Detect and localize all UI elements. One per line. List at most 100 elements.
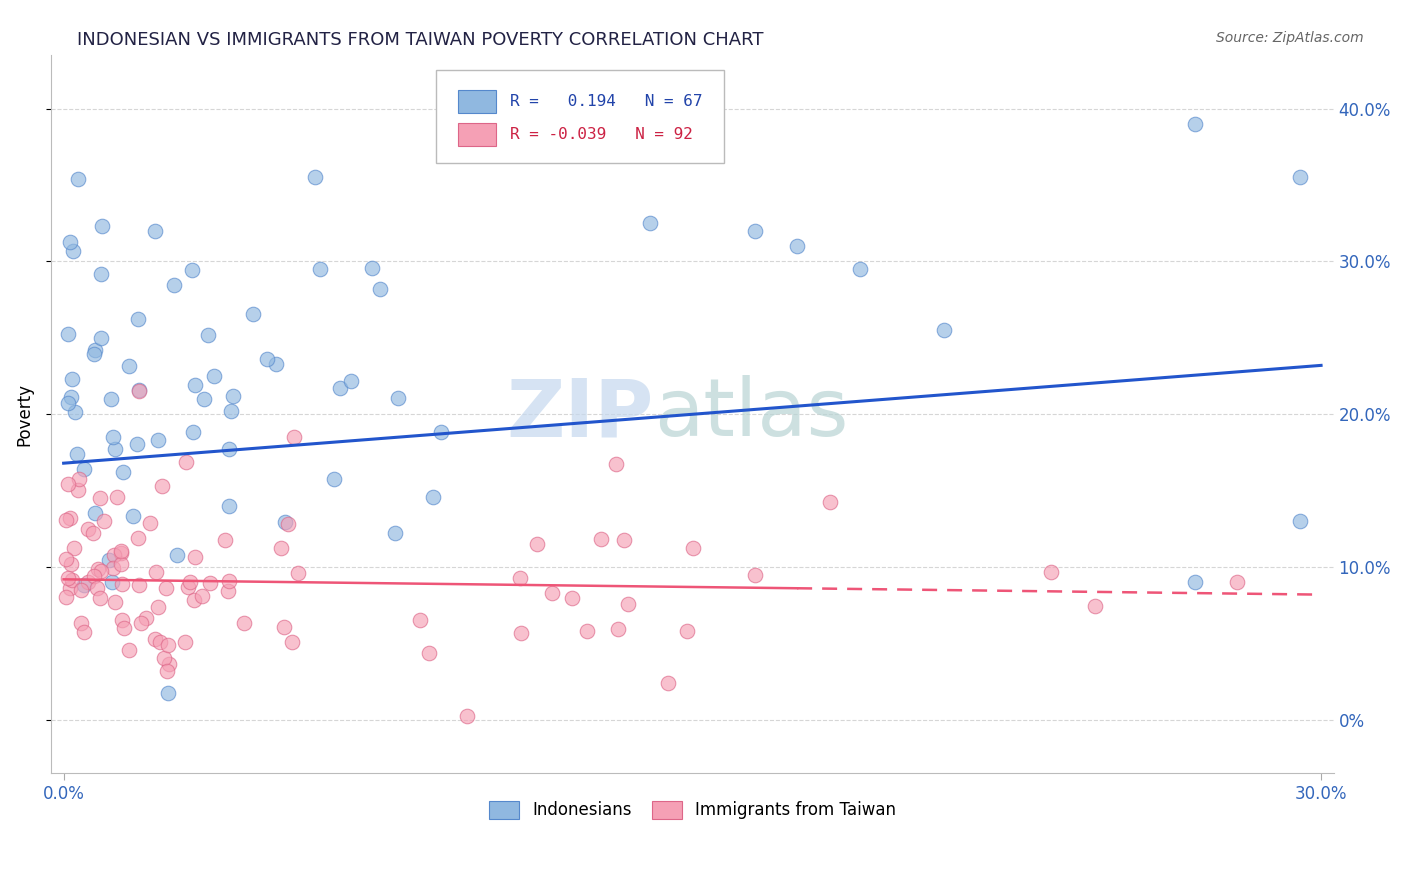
Point (605, 458, 627, 472)
Point (218, 442, 240, 457)
Point (607, 623, 630, 637)
Point (818, 495, 841, 509)
Point (181, 425, 204, 439)
Point (103, 549, 125, 563)
Point (139, 516, 162, 531)
Point (67, 472, 90, 486)
Point (89, 591, 111, 606)
Point (62, 371, 84, 385)
Point (368, 282, 391, 296)
Point (55, 552, 77, 566)
Point (509, 571, 531, 585)
Point (1184, 575, 1206, 590)
Point (73, 578, 96, 592)
Point (77, 574, 100, 589)
Point (146, 433, 169, 447)
Point (197, 327, 219, 342)
Point (118, 642, 141, 657)
Point (59, 557, 82, 571)
Point (127, 312, 149, 326)
Point (110, 546, 132, 560)
Point (287, 566, 309, 581)
Point (135, 611, 157, 625)
Point (283, 430, 305, 444)
Point (589, 532, 612, 546)
Point (58, 476, 80, 491)
Point (155, 581, 177, 595)
Point (561, 591, 583, 606)
Point (83, 343, 105, 358)
Point (304, 170, 326, 185)
Text: ZIP: ZIP (506, 376, 654, 453)
Point (56, 396, 79, 410)
Point (77, 523, 100, 537)
Point (90, 267, 112, 281)
Point (157, 686, 180, 700)
Point (408, 613, 430, 627)
Point (104, 442, 127, 456)
Point (128, 383, 150, 397)
Point (149, 635, 172, 649)
Point (98, 552, 121, 566)
Point (93, 514, 115, 528)
Point (67, 172, 90, 186)
Point (219, 404, 242, 418)
Point (128, 578, 150, 592)
Point (1289, 170, 1312, 185)
Point (179, 574, 201, 589)
Point (176, 580, 198, 594)
Point (157, 638, 180, 652)
Point (63, 541, 86, 555)
Point (59, 581, 82, 595)
Point (274, 515, 297, 529)
Point (422, 490, 444, 504)
Point (264, 357, 287, 371)
Text: Source: ZipAtlas.com: Source: ZipAtlas.com (1216, 31, 1364, 45)
FancyBboxPatch shape (457, 90, 496, 113)
Point (69, 582, 91, 597)
Point (56, 326, 79, 341)
Point (55, 513, 77, 527)
Point (242, 307, 264, 321)
Point (323, 473, 346, 487)
Text: atlas: atlas (654, 376, 848, 453)
Point (510, 625, 533, 640)
Point (387, 391, 409, 405)
Point (146, 599, 169, 614)
Point (222, 389, 245, 403)
Point (69, 616, 91, 631)
Text: INDONESIAN VS IMMIGRANTS FROM TAIWAN POVERTY CORRELATION CHART: INDONESIAN VS IMMIGRANTS FROM TAIWAN POV… (77, 31, 763, 49)
Point (256, 351, 278, 366)
Point (309, 262, 332, 277)
Point (217, 584, 239, 599)
Point (153, 651, 176, 665)
Point (118, 359, 141, 373)
Point (576, 624, 599, 639)
Point (1040, 566, 1063, 580)
Point (744, 567, 766, 582)
Point (90, 330, 112, 344)
Point (104, 595, 127, 609)
Point (83, 506, 105, 520)
Point (59, 510, 82, 524)
Point (111, 577, 134, 591)
Point (111, 613, 134, 627)
Point (339, 374, 361, 388)
FancyBboxPatch shape (457, 123, 496, 145)
Point (127, 531, 149, 545)
Point (73, 462, 96, 476)
Point (202, 368, 225, 383)
Point (193, 392, 215, 407)
Point (89, 491, 111, 506)
Point (541, 586, 564, 600)
Point (384, 525, 406, 540)
Point (174, 635, 197, 649)
Point (83, 347, 105, 361)
Point (270, 541, 292, 555)
Point (100, 574, 122, 589)
Point (361, 261, 384, 276)
Point (56, 571, 79, 585)
Point (73, 624, 96, 639)
Point (181, 262, 204, 277)
Point (218, 500, 240, 514)
